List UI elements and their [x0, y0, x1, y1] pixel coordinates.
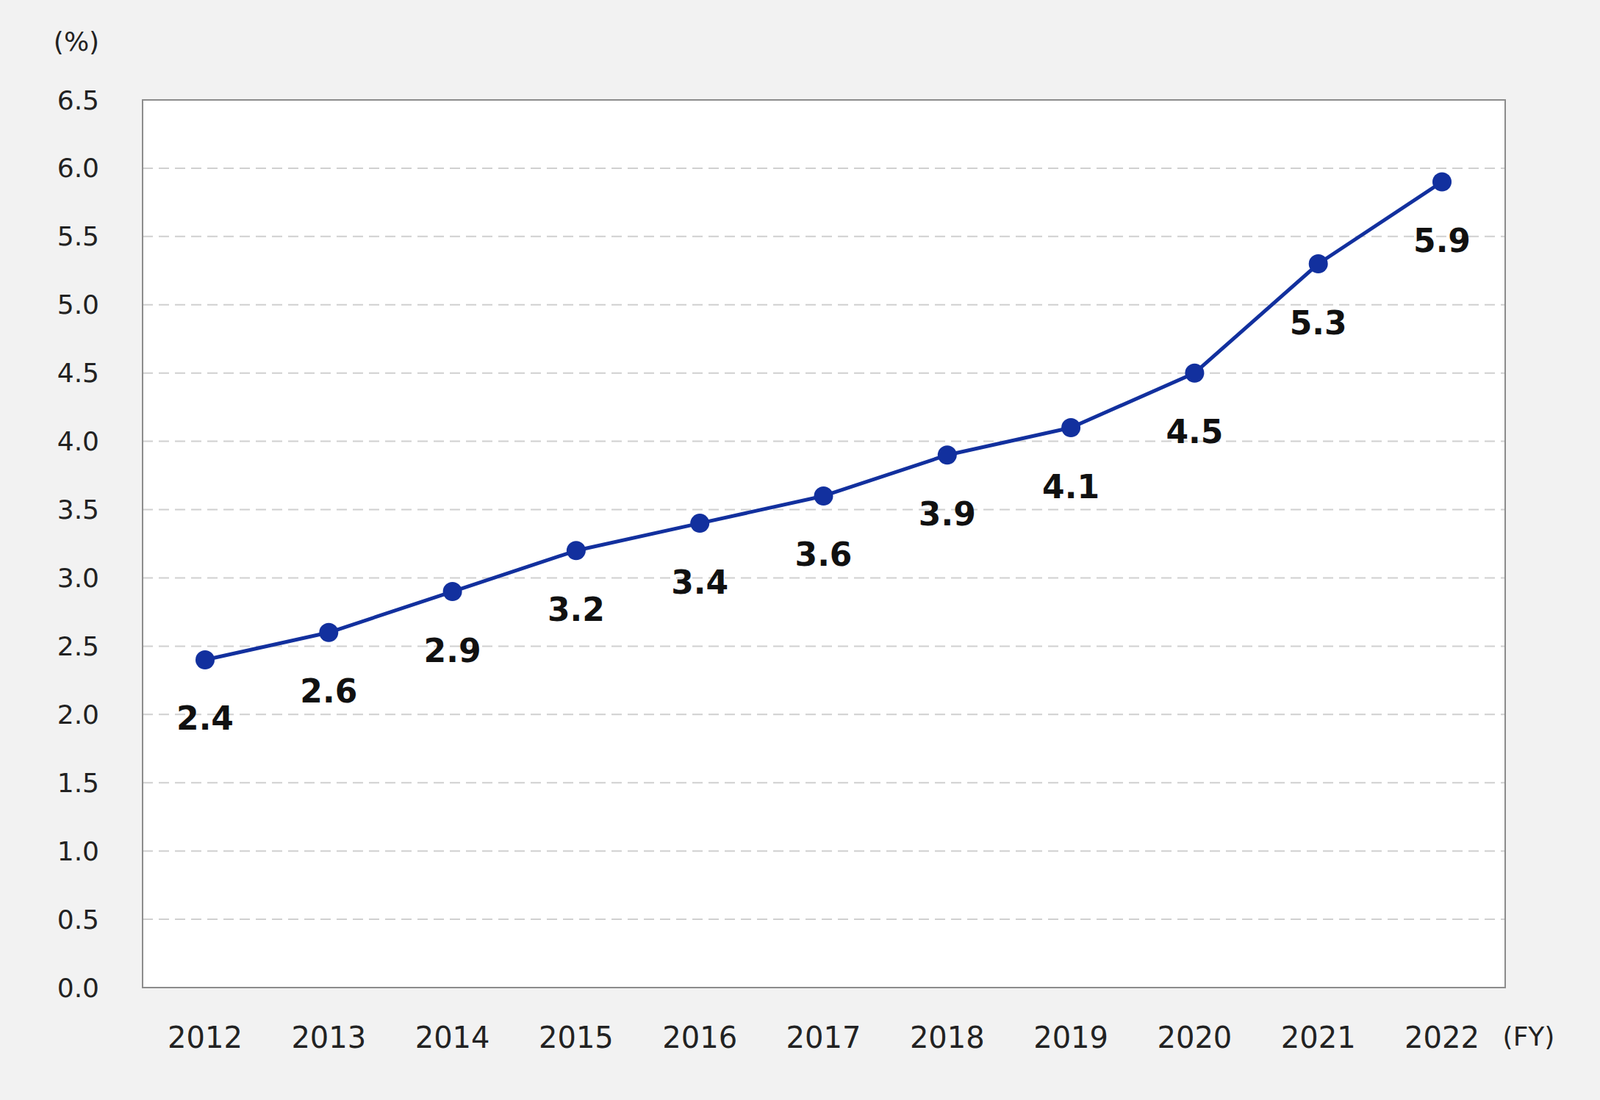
x-axis-label: (FY): [1502, 1021, 1556, 1052]
x-tick-label: 2021: [1281, 1020, 1356, 1055]
point-marker: [1184, 363, 1204, 383]
grid-line: [142, 440, 1506, 443]
y-tick-label: 6.0: [57, 152, 100, 184]
data-label: 3.9: [918, 495, 977, 533]
chart: 0.0 0.5 1.0 1.5 2.0 2.5 3.0 3.5 4.0 4.5 5.0 5.5 6.0 6…: [0, 0, 1600, 1100]
data-label: 3.4: [671, 563, 729, 602]
data-label: 5.9: [1413, 221, 1471, 260]
grid-line: [142, 509, 1506, 511]
x-tick-label: 2019: [1033, 1020, 1109, 1055]
plot-frame: [142, 99, 1506, 988]
x-tick-label: 2013: [291, 1020, 367, 1055]
point-marker: [690, 513, 710, 533]
y-tick-label: 1.5: [57, 768, 100, 799]
data-label: 2.6: [299, 672, 358, 710]
data-label: 3.6: [795, 535, 853, 574]
data-label: 3.2: [547, 590, 605, 629]
point-marker: [1061, 418, 1081, 438]
y-tick-label: 5.0: [57, 289, 100, 320]
y-tick-label: 4.0: [57, 426, 100, 457]
y-tick-label: 6.5: [57, 85, 100, 116]
y-tick-label: 0.0: [57, 973, 100, 1004]
data-label: 5.3: [1289, 304, 1348, 342]
y-axis-label: (%): [53, 26, 100, 57]
data-label: 2.9: [424, 632, 482, 670]
point-marker: [195, 650, 215, 670]
x-tick-label: 2020: [1157, 1020, 1233, 1055]
data-label: 4.1: [1042, 468, 1100, 506]
y-tick-label: 1.0: [57, 836, 100, 867]
series-line: [205, 182, 1442, 660]
y-tick-label: 5.5: [57, 221, 100, 252]
point-marker: [318, 623, 339, 643]
grid-line: [142, 781, 1506, 784]
grid-line: [142, 850, 1506, 852]
x-tick-label: 2014: [415, 1020, 491, 1055]
plot-area: [142, 99, 1506, 988]
point-marker: [566, 540, 586, 561]
grid-line: [142, 576, 1506, 579]
x-tick-label: 2018: [909, 1020, 985, 1055]
point-marker: [1308, 254, 1329, 274]
grid-line: [142, 372, 1506, 375]
x-tick-label: 2015: [538, 1020, 614, 1055]
point-marker: [814, 486, 834, 506]
x-tick-label: 2016: [662, 1020, 738, 1055]
y-tick-label: 2.0: [57, 699, 100, 730]
series-group: [195, 172, 1452, 670]
x-tick-label: 2017: [786, 1020, 862, 1055]
grid-line: [142, 167, 1506, 170]
grid-line: [142, 918, 1506, 921]
y-tick-label: 0.5: [57, 904, 100, 935]
point-marker: [443, 582, 463, 602]
x-tick-label: 2012: [167, 1020, 243, 1055]
background: [0, 0, 1600, 1100]
x-tick-label: 2022: [1404, 1020, 1480, 1055]
point-marker: [937, 445, 957, 465]
grid-line: [142, 713, 1506, 716]
point-marker: [1432, 172, 1452, 192]
y-tick-label: 2.5: [57, 631, 100, 662]
grid-line: [142, 645, 1506, 647]
y-tick-label: 3.5: [57, 494, 100, 525]
y-tick-label: 3.0: [57, 562, 100, 594]
data-label: 2.4: [176, 699, 234, 738]
grid-line: [142, 235, 1506, 238]
y-tick-label: 4.5: [57, 357, 100, 389]
data-label: 4.5: [1165, 413, 1223, 451]
